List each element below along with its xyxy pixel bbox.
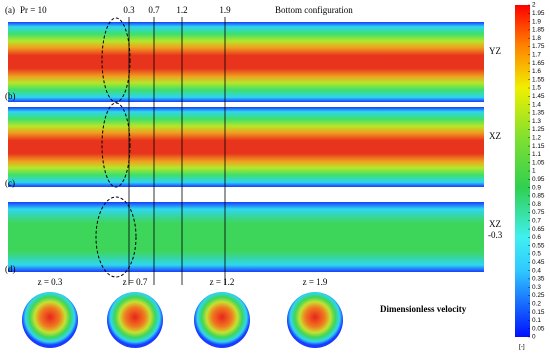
panel-label: (c) <box>5 178 15 188</box>
colorbar-label: 0.15 <box>532 309 545 316</box>
colorbar-label: 1.55 <box>532 76 545 83</box>
colorbar-label: 0.6 <box>532 234 541 241</box>
channel-c <box>8 202 484 272</box>
colorbar-label: 1.4 <box>532 101 541 108</box>
colorbar-label: 1.3 <box>532 118 541 125</box>
colorbar-label: 1.2 <box>532 134 541 141</box>
section-label: z = 1.2 <box>210 277 235 287</box>
colorbar-label: 1.05 <box>532 159 545 166</box>
panel-label: (d) <box>5 264 16 274</box>
position-label: 1.9 <box>219 5 231 15</box>
colorbar-label: 1.5 <box>532 85 541 92</box>
legend-unit: [-] <box>519 344 525 351</box>
colorbar-label: 0.45 <box>532 259 545 266</box>
channel-a <box>8 22 484 102</box>
colorbar-label: 1.8 <box>532 35 541 42</box>
plane-label: YZ <box>489 46 501 56</box>
colorbar-label: 0.1 <box>532 317 541 324</box>
colorbar-label: 1.15 <box>532 143 545 150</box>
colorbar-label: 1.1 <box>532 151 541 158</box>
colorbar-label: 0.85 <box>532 193 545 200</box>
colorbar-label: 0.05 <box>532 325 545 332</box>
cross-section <box>287 292 343 348</box>
dashed-outline <box>95 196 137 278</box>
colorbar-label: 0.95 <box>532 176 545 183</box>
colorbar-label: 0.7 <box>532 217 541 224</box>
legend-title: Dimensionless velocity <box>380 304 467 314</box>
configuration: Bottom configuration <box>275 5 353 15</box>
colorbar-label: 0.2 <box>532 300 541 307</box>
colorbar-label: 0.25 <box>532 292 545 299</box>
colorbar-label: 1.45 <box>532 93 545 100</box>
dashed-outline <box>101 17 131 103</box>
colorbar-label: 1.85 <box>532 27 545 34</box>
dashed-outline <box>101 102 131 188</box>
colorbar-label: 0.5 <box>532 251 541 258</box>
colorbar-label: 0.55 <box>532 242 545 249</box>
prandtl: Pr = 10 <box>20 5 47 15</box>
colorbar-label: 0.9 <box>532 184 541 191</box>
colorbar-label: 0.8 <box>532 201 541 208</box>
colorbar <box>515 5 530 337</box>
colorbar-label: 1.65 <box>532 60 545 67</box>
colorbar-label: 0.3 <box>532 284 541 291</box>
cross-section <box>22 292 78 348</box>
colorbar-label: 1.6 <box>532 68 541 75</box>
cross-section <box>194 292 250 348</box>
section-label: z = 1.9 <box>303 277 328 287</box>
colorbar-label: 0.4 <box>532 267 541 274</box>
colorbar-label: 1.75 <box>532 43 545 50</box>
cross-section <box>107 292 163 348</box>
colorbar-label: 1.25 <box>532 126 545 133</box>
position-label: 1.2 <box>176 5 187 15</box>
position-label: 0.3 <box>123 5 135 15</box>
plane-label: XZ <box>489 219 501 229</box>
section-label: z = 0.3 <box>38 277 63 287</box>
section-label: z = 0.7 <box>123 277 148 287</box>
panel-label: (b) <box>5 91 16 101</box>
colorbar-label: 0.75 <box>532 209 545 216</box>
colorbar-label: 1.35 <box>532 110 545 117</box>
plane-offset: -0.3 <box>488 230 503 240</box>
position-label: 0.7 <box>148 5 160 15</box>
colorbar-label: 2 <box>532 2 536 9</box>
panel-label: (a) <box>5 5 15 15</box>
colorbar-label: 1.9 <box>532 18 541 25</box>
colorbar-label: 0 <box>532 334 536 341</box>
colorbar-label: 1.7 <box>532 51 541 58</box>
colorbar-label: 1.95 <box>532 10 545 17</box>
colorbar-label: 1 <box>532 168 536 175</box>
colorbar-label: 0.35 <box>532 276 545 283</box>
channel-b <box>8 107 484 187</box>
colorbar-label: 0.65 <box>532 226 545 233</box>
plane-label: XZ <box>489 131 501 141</box>
